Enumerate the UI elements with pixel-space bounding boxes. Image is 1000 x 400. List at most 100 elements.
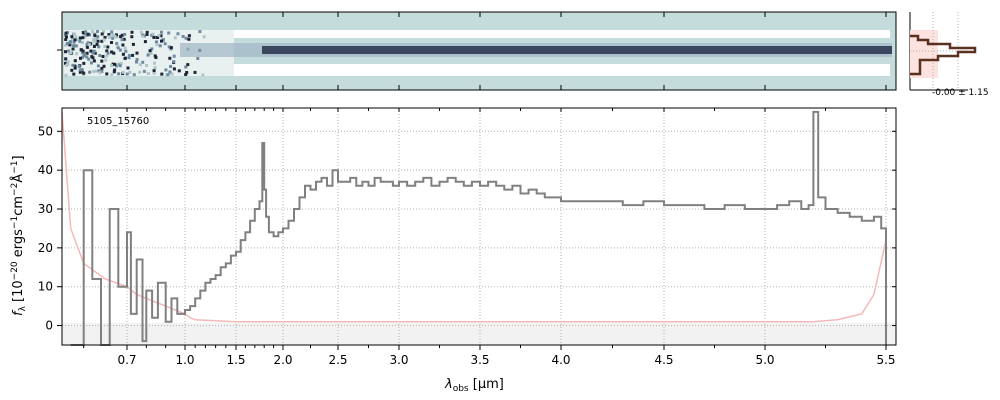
twod-noise-pixel xyxy=(64,31,68,35)
twod-noise-pixel xyxy=(138,70,142,74)
twod-noise-pixel xyxy=(153,54,157,58)
twod-noise-pixel xyxy=(138,63,142,67)
twod-noise-pixel xyxy=(117,72,121,76)
twod-noise-pixel xyxy=(92,38,96,41)
twod-noise-pixel xyxy=(161,38,165,42)
twod-noise-pixel xyxy=(172,60,176,64)
twod-noise-pixel xyxy=(164,68,168,72)
twod-noise-pixel xyxy=(72,40,76,44)
twod-noise-pixel xyxy=(163,42,167,46)
twod-noise-pixel xyxy=(106,51,110,55)
twod-noise-pixel xyxy=(103,36,107,39)
y-tick-label: 40 xyxy=(38,163,53,177)
y-label-sub: λ xyxy=(18,305,28,311)
twod-noise-pixel xyxy=(85,45,89,49)
twod-noise-pixel xyxy=(187,34,191,38)
x-label-lambda: λ xyxy=(444,377,453,392)
twod-noise-pixel xyxy=(75,38,79,42)
twod-noise-pixel xyxy=(67,49,71,53)
twod-noise-pixel xyxy=(91,56,95,60)
twod-noise-pixel xyxy=(166,73,170,77)
twod-noise-pattern xyxy=(64,30,206,77)
twod-noise-pixel xyxy=(118,48,122,52)
twod-noise-pixel xyxy=(135,58,139,61)
twod-noise-pixel xyxy=(154,56,158,59)
x-tick-label: 1.5 xyxy=(226,353,245,367)
twod-noise-pixel xyxy=(102,30,106,34)
twod-noise-pixel xyxy=(65,63,68,67)
twod-noise-pixel xyxy=(98,54,102,57)
y-axis: 0 10 20 30 40 50 xyxy=(38,124,896,333)
twod-noise-pixel xyxy=(113,68,117,72)
twod-trace xyxy=(262,46,892,54)
twod-noise-pixel xyxy=(78,36,82,40)
twod-noise-pixel xyxy=(127,56,131,60)
twod-noise-pixel xyxy=(100,59,104,63)
twod-noise-pixel xyxy=(113,34,117,38)
twod-noise-pixel xyxy=(78,70,82,74)
twod-noise-pixel xyxy=(100,39,104,43)
twod-noise-pixel xyxy=(81,31,85,34)
twod-noise-pixel xyxy=(176,32,180,36)
twod-noise-pixel xyxy=(78,39,82,43)
x-axis-label: λobs [μm] xyxy=(444,377,504,394)
twod-noise-pixel xyxy=(132,73,136,77)
twod-empty-band-top xyxy=(232,30,890,38)
twod-noise-pixel xyxy=(71,47,75,51)
twod-noise-pixel xyxy=(105,72,109,76)
twod-noise-pixel xyxy=(68,40,72,44)
twod-noise-pixel xyxy=(100,32,104,36)
twod-noise-pixel xyxy=(110,50,114,54)
y-label-a: [10 xyxy=(11,280,26,306)
histogram xyxy=(910,34,977,76)
x-tick-label: 3.0 xyxy=(389,353,408,367)
twod-noise-pixel xyxy=(121,70,125,74)
twod-noise-pixel xyxy=(72,45,76,48)
twod-noise-pixel xyxy=(201,73,205,77)
twod-noise-pixel xyxy=(79,56,82,60)
twod-noise-pixel xyxy=(73,38,77,42)
twod-noise-pixel xyxy=(96,35,100,39)
x-label-unit: [μm] xyxy=(469,377,504,392)
x-tick-label: 1.0 xyxy=(175,353,194,367)
twod-noise-pixel xyxy=(168,56,172,60)
twod-noise-pixel xyxy=(110,73,114,77)
twod-noise-pixel xyxy=(167,31,171,35)
twod-noise-pixel xyxy=(71,63,75,67)
twod-noise-pixel xyxy=(172,67,176,71)
twod-noise-pixel xyxy=(111,33,115,37)
twod-noise-pixel xyxy=(81,55,85,59)
twod-noise-pixel xyxy=(113,62,117,66)
main-spectrum-panel: 0.7 1.0 1.5 2.0 2.5 3.0 3.5 4.0 4.5 5.0 5.5 0 10 20 3… xyxy=(10,107,897,394)
twod-noise-pixel xyxy=(119,61,123,65)
twod-noise-pixel xyxy=(64,33,68,37)
twod-empty-band-bottom xyxy=(232,64,890,76)
main-frame xyxy=(61,107,897,346)
twod-noise-pixel xyxy=(185,71,189,74)
twod-noise-pixel xyxy=(81,51,85,55)
twod-noise-pixel xyxy=(181,35,185,38)
twod-noise-pixel xyxy=(88,70,92,74)
twod-noise-pixel xyxy=(115,42,119,45)
twod-noise-pixel xyxy=(124,49,128,53)
twod-noise-pixel xyxy=(130,35,134,39)
twod-noise-pixel xyxy=(89,61,93,65)
twod-noise-pixel xyxy=(198,30,202,34)
twod-noise-pixel xyxy=(93,33,97,37)
grid xyxy=(62,108,896,345)
twod-noise-pixel xyxy=(141,60,145,64)
twod-noise-pixel xyxy=(96,30,99,33)
twod-noise-pixel xyxy=(87,43,91,47)
twod-noise-pixel xyxy=(151,32,155,36)
twod-noise-pixel xyxy=(145,64,148,67)
twod-noise-pixel xyxy=(73,64,77,68)
twod-noise-pixel xyxy=(85,43,89,46)
twod-noise-pixel xyxy=(74,35,78,39)
x-tick-label: 5.0 xyxy=(755,353,774,367)
twod-noise-pixel xyxy=(186,63,190,67)
twod-noise-pixel xyxy=(97,45,101,49)
y-label-exp1: −20 xyxy=(10,261,20,280)
twod-noise-pixel xyxy=(184,36,188,40)
x-tick-label: 3.5 xyxy=(470,353,489,367)
twod-noise-pixel xyxy=(84,32,88,36)
